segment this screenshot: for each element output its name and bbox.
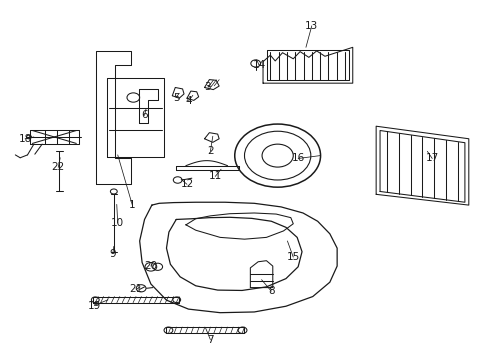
Text: 13: 13 bbox=[305, 21, 318, 31]
Text: 3: 3 bbox=[204, 82, 211, 92]
Text: 1: 1 bbox=[129, 200, 135, 210]
Text: 21: 21 bbox=[129, 284, 142, 294]
Text: 17: 17 bbox=[425, 153, 438, 163]
Text: 18: 18 bbox=[19, 134, 32, 144]
Text: 8: 8 bbox=[267, 286, 274, 296]
Text: 19: 19 bbox=[87, 301, 101, 311]
Text: 10: 10 bbox=[111, 218, 124, 228]
Text: 7: 7 bbox=[206, 334, 213, 345]
Text: 12: 12 bbox=[180, 179, 193, 189]
Text: 16: 16 bbox=[291, 153, 304, 163]
Text: 5: 5 bbox=[173, 93, 179, 103]
Text: 22: 22 bbox=[52, 162, 65, 172]
Text: 15: 15 bbox=[286, 252, 299, 262]
Text: 20: 20 bbox=[144, 261, 157, 271]
Text: 11: 11 bbox=[208, 171, 222, 181]
Text: 9: 9 bbox=[109, 248, 116, 258]
Text: 6: 6 bbox=[141, 111, 147, 121]
Text: 2: 2 bbox=[206, 146, 213, 156]
Text: 4: 4 bbox=[185, 96, 191, 106]
Text: 14: 14 bbox=[252, 60, 265, 70]
